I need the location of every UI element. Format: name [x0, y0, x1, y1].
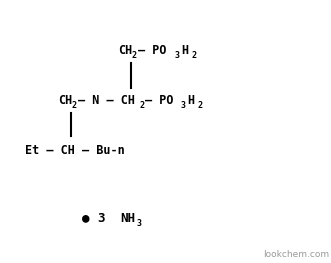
- Text: NH: NH: [120, 211, 135, 225]
- Text: H: H: [181, 43, 188, 57]
- Text: 3: 3: [175, 50, 180, 59]
- Text: CH: CH: [118, 43, 132, 57]
- Text: Et — CH — Bu-n: Et — CH — Bu-n: [25, 144, 125, 156]
- Text: — PO: — PO: [145, 94, 173, 107]
- Text: 3: 3: [181, 100, 186, 109]
- Text: 2: 2: [139, 100, 144, 109]
- Text: 2: 2: [197, 100, 202, 109]
- Text: — N — CH: — N — CH: [78, 94, 135, 107]
- Text: ●: ●: [82, 211, 89, 225]
- Text: 2: 2: [72, 100, 77, 109]
- Text: 3: 3: [97, 211, 105, 225]
- Text: CH: CH: [58, 94, 72, 107]
- Text: 2: 2: [191, 50, 196, 59]
- Text: 2: 2: [132, 50, 137, 59]
- Text: — PO: — PO: [138, 43, 166, 57]
- Text: H: H: [187, 94, 194, 107]
- Text: 3: 3: [137, 219, 142, 227]
- Text: lookchem.com: lookchem.com: [263, 250, 329, 259]
